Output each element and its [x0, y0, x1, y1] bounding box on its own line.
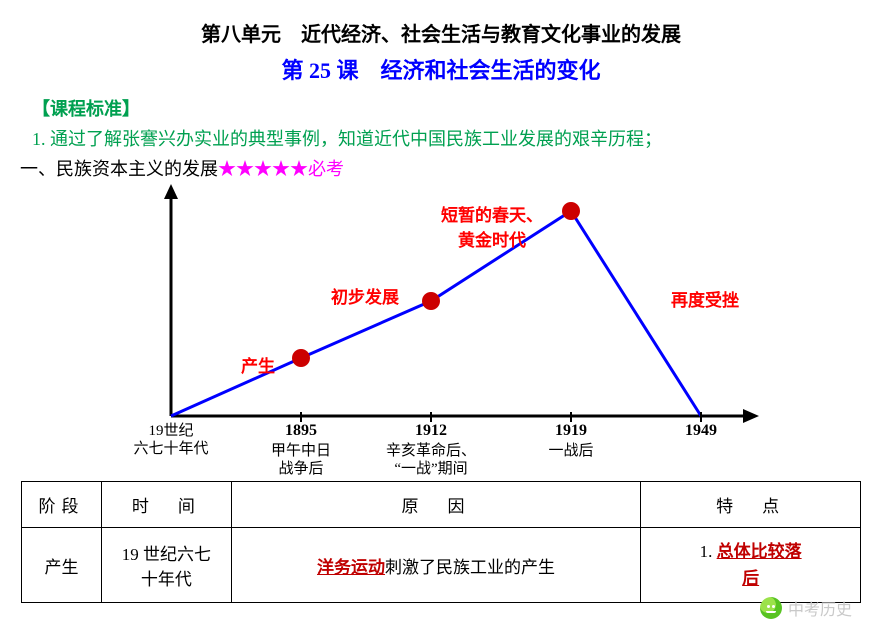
chart-point-label: 短暂的春天、黄金时代	[441, 201, 543, 251]
x-tick-desc: 甲午中日战争后	[271, 442, 331, 478]
th-phase: 阶段	[22, 482, 102, 528]
th-reason: 原 因	[231, 482, 640, 528]
th-feature: 特 点	[641, 482, 861, 528]
rating-stars: ★★★★★	[218, 159, 308, 179]
unit-title: 第八单元 近代经济、社会生活与教育文化事业的发展	[0, 18, 882, 47]
cell-reason: 洋务运动刺激了民族工业的产生	[231, 528, 640, 603]
standard-text: 1. 通过了解张謇兴办实业的典型事例，知道近代中国民族工业发展的艰辛历程；	[32, 125, 882, 151]
cell-time: 19 世纪六七十年代	[101, 528, 231, 603]
x-tick-desc: 一战后	[548, 442, 593, 460]
cell-phase: 产生	[22, 528, 102, 603]
phase-table: 阶段 时 间 原 因 特 点 产生 19 世纪六七十年代 洋务运动刺激了民族工业…	[21, 481, 861, 603]
table-row: 产生 19 世纪六七十年代 洋务运动刺激了民族工业的产生 1. 总体比较落 后	[22, 528, 861, 603]
x-tick-year: 1912	[415, 422, 447, 440]
chart-point-label: 初步发展	[331, 283, 399, 308]
chart-point-label: 再度受挫	[671, 286, 739, 311]
watermark: 中考历史	[760, 596, 852, 620]
reason-keyword: 洋务运动	[317, 558, 385, 577]
x-tick-year: 1949	[685, 422, 717, 440]
watermark-text: 中考历史	[788, 596, 852, 620]
feature-line2: 后	[742, 569, 759, 588]
x-tick-desc: 辛亥革命后、“一战”期间	[386, 442, 476, 478]
feature-prefix: 1.	[700, 542, 717, 561]
x-tick-desc: 19世纪六七十年代	[133, 422, 208, 458]
chart-point-label: 产生	[241, 352, 275, 377]
development-chart: 19世纪六七十年代 产生 1895 甲午中日战争后 初步发展 1912 辛亥革命后、“一战”…	[91, 181, 791, 481]
cell-feature: 1. 总体比较落 后	[641, 528, 861, 603]
wechat-icon	[760, 597, 782, 619]
exam-tag: 必考	[308, 159, 344, 179]
th-time: 时 间	[101, 482, 231, 528]
x-tick-year: 1919	[555, 422, 587, 440]
lesson-title: 第 25 课 经济和社会生活的变化	[0, 53, 882, 85]
section-heading: 一、民族资本主义的发展★★★★★必考	[20, 155, 882, 181]
x-tick-year: 1895	[285, 422, 317, 440]
table-header-row: 阶段 时 间 原 因 特 点	[22, 482, 861, 528]
section-prefix: 一、民族资本主义的发展	[20, 159, 218, 179]
reason-rest: 刺激了民族工业的产生	[385, 558, 555, 577]
standard-label: 【课程标准】	[32, 95, 882, 121]
feature-line1: 总体比较落	[717, 542, 802, 561]
